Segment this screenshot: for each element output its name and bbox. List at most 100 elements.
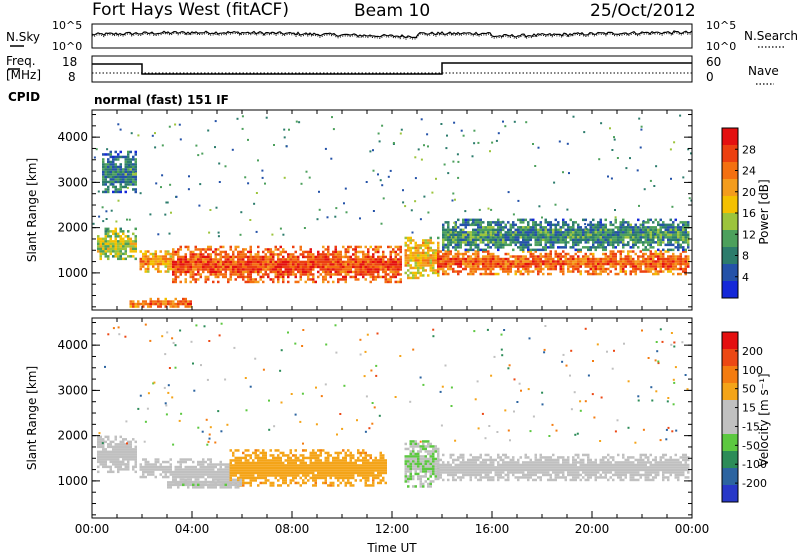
heatmap-cell — [154, 300, 157, 303]
heatmap-cell — [604, 223, 607, 227]
heatmap-cell — [309, 466, 312, 470]
heatmap-cell — [512, 223, 515, 227]
heatmap-cell — [574, 238, 577, 242]
heatmap-cell — [474, 458, 477, 462]
heatmap-cell — [444, 468, 447, 472]
heatmap-cell — [459, 471, 462, 474]
heatmap-cell — [117, 247, 120, 251]
heatmap-cell — [284, 469, 287, 472]
heatmap-cell — [312, 471, 315, 475]
heatmap-cell — [377, 245, 380, 249]
heatmap-cell — [244, 265, 247, 269]
heatmap-cell — [222, 250, 225, 254]
heatmap-cell — [167, 302, 170, 306]
heatmap-cell — [639, 238, 642, 242]
heatmap-cell — [447, 260, 450, 263]
heatmap-cell — [127, 170, 130, 174]
heatmap-cell — [597, 236, 600, 239]
heatmap-cell — [202, 458, 205, 461]
heatmap-cell — [624, 243, 627, 247]
heatmap-cell — [474, 231, 477, 234]
heatmap-cell — [610, 177, 613, 180]
heatmap-cell — [637, 236, 640, 239]
heatmap-cell — [653, 185, 656, 187]
heatmap-cell — [104, 465, 107, 469]
heatmap-cell — [299, 464, 302, 467]
heatmap-cell — [637, 241, 640, 244]
heatmap-cell — [212, 468, 215, 471]
heatmap-cell — [102, 443, 105, 446]
heatmap-cell — [602, 233, 605, 237]
heatmap-cell — [264, 466, 267, 470]
heatmap-cell — [349, 270, 352, 274]
heatmap-cell — [394, 270, 397, 274]
heatmap-cell — [447, 228, 450, 232]
heatmap-cell — [687, 255, 690, 258]
heatmap-cell — [264, 469, 267, 472]
heatmap-cell — [132, 302, 135, 306]
heatmap-cell — [104, 455, 107, 459]
heatmap-cell — [497, 243, 500, 247]
heatmap-cell — [147, 250, 150, 253]
heatmap-cell — [677, 257, 680, 261]
heatmap-cell — [602, 238, 605, 242]
heatmap-cell — [657, 260, 660, 263]
heatmap-cell — [197, 278, 200, 281]
heatmap-cell — [682, 250, 685, 253]
heatmap-cell — [282, 461, 285, 465]
heatmap-cell — [372, 258, 375, 261]
heatmap-cell — [202, 460, 205, 464]
heatmap-cell — [239, 456, 242, 460]
heatmap-cell — [234, 265, 237, 269]
heatmap-cell — [614, 231, 617, 234]
heatmap-cell — [527, 233, 530, 237]
heatmap-cell — [592, 257, 595, 261]
heatmap-cell — [322, 278, 325, 281]
heatmap-cell — [204, 250, 207, 254]
heatmap-cell — [327, 471, 330, 475]
heatmap-cell — [247, 469, 250, 472]
heatmap-cell — [507, 252, 510, 256]
heatmap-cell — [457, 456, 460, 459]
heatmap-cell — [432, 249, 435, 252]
heatmap-cell — [636, 169, 639, 172]
heatmap-cell — [349, 461, 352, 465]
freq-label-line1: Freq. — [6, 54, 36, 68]
heatmap-cell — [497, 257, 500, 261]
heatmap-cell — [414, 251, 417, 255]
heatmap-cell — [267, 268, 270, 271]
heatmap-cell — [172, 480, 175, 484]
heatmap-cell — [382, 275, 385, 279]
heatmap-cell — [124, 235, 127, 238]
heatmap-cell — [334, 268, 337, 271]
heatmap-cell — [525, 121, 528, 124]
heatmap-cell — [117, 445, 120, 449]
heatmap-cell — [257, 469, 260, 472]
heatmap-cell — [164, 255, 167, 258]
heatmap-cell — [664, 228, 667, 232]
heatmap-cell — [129, 445, 132, 449]
heatmap-cell — [572, 241, 575, 244]
heatmap-cell — [119, 230, 122, 233]
heatmap-cell — [407, 244, 410, 247]
heatmap-cell — [319, 471, 322, 475]
heatmap-cell — [107, 170, 110, 174]
heatmap-cell — [598, 158, 601, 161]
heatmap-cell — [159, 262, 162, 266]
heatmap-cell — [249, 270, 252, 274]
heatmap-cell — [112, 155, 115, 159]
heatmap-cell — [332, 469, 335, 472]
heatmap-cell — [652, 265, 655, 268]
heatmap-cell — [132, 465, 135, 469]
heatmap-cell — [179, 273, 182, 276]
heatmap-cell — [432, 254, 435, 257]
heatmap-cell — [659, 226, 662, 229]
heatmap-cell — [117, 155, 120, 159]
heatmap-cell — [612, 246, 615, 249]
heatmap-cell — [627, 257, 630, 261]
heatmap-cell — [544, 226, 547, 229]
heatmap-cell — [312, 278, 315, 281]
heatmap-cell — [672, 243, 675, 247]
heatmap-cell — [507, 233, 510, 237]
heatmap-cell — [374, 268, 377, 271]
